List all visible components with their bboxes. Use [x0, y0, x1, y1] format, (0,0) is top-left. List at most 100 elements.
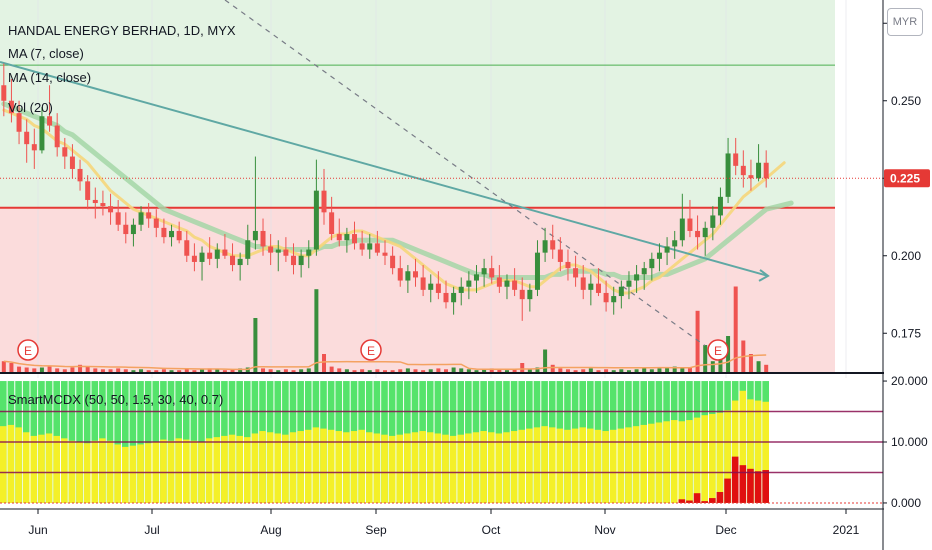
candle-body	[359, 243, 365, 250]
candle-body	[717, 196, 723, 216]
candle-body	[451, 292, 457, 303]
hotmoney-bar	[526, 428, 533, 503]
time-tick-label: Jun	[28, 523, 47, 537]
hotmoney-bar	[419, 431, 426, 503]
volume-bar	[32, 368, 37, 372]
candle-body	[504, 280, 510, 287]
currency-button[interactable]: MYR	[887, 8, 923, 36]
candle-body	[512, 280, 518, 290]
volume-bar	[24, 367, 29, 372]
candle-body	[481, 268, 487, 275]
hotmoney-bar	[594, 429, 602, 503]
hotmoney-bar	[518, 429, 526, 503]
volume-bar	[367, 370, 372, 372]
banker-bar	[724, 478, 731, 503]
volume-bar	[291, 370, 296, 372]
hotmoney-bar	[480, 431, 487, 503]
volume-bar	[108, 369, 113, 372]
candle-body	[664, 246, 670, 253]
hotmoney-bar	[259, 431, 266, 503]
candle-body	[130, 224, 136, 235]
hotmoney-bar	[564, 429, 571, 503]
hotmoney-bar	[556, 428, 564, 503]
candle-body	[405, 271, 411, 281]
hotmoney-bar	[747, 399, 754, 503]
candle-body	[321, 190, 327, 213]
candle-body	[756, 162, 762, 179]
hotmoney-bar	[617, 428, 625, 503]
candle-body	[412, 271, 418, 278]
ma14-legend[interactable]: MA (14, close)	[8, 70, 92, 85]
candle-body	[138, 212, 144, 225]
indicator-legend[interactable]: SmartMCDX (50, 50, 1.5, 30, 40, 0.7)	[8, 392, 224, 407]
price-tick-label: 0.200	[891, 249, 921, 263]
candle-body	[39, 116, 45, 151]
candle-body	[466, 280, 472, 287]
volume-bar	[489, 368, 494, 372]
volume-bar	[123, 369, 128, 372]
candle-body	[329, 212, 335, 235]
volume-ma-line	[3, 354, 767, 371]
volume-bar	[154, 370, 159, 372]
hotmoney-bar	[495, 433, 503, 503]
candle-body	[443, 292, 449, 303]
banker-bar	[693, 493, 701, 503]
ma7-legend[interactable]: MA (7, close)	[8, 46, 84, 61]
hotmoney-bar	[304, 429, 312, 503]
candle-body	[626, 280, 632, 287]
candle-body	[634, 274, 640, 281]
volume-bar	[222, 370, 227, 372]
candle-body	[496, 277, 502, 287]
hotmoney-bar	[22, 432, 30, 503]
indicator-tick-label: 20.000	[891, 374, 928, 388]
volume-bar	[299, 369, 304, 372]
volume-bar	[451, 367, 456, 372]
volume-bar	[535, 367, 540, 372]
volume-bar	[17, 366, 22, 372]
hotmoney-bar	[739, 390, 747, 503]
volume-bar	[687, 367, 692, 372]
candle-body	[16, 113, 22, 132]
candle-body	[435, 283, 441, 293]
volume-bar	[588, 368, 593, 372]
candle-body	[283, 249, 289, 256]
candle-body	[367, 243, 373, 250]
volume-bar	[726, 336, 731, 372]
volume-bar	[85, 366, 90, 372]
price-axis-bg	[884, 0, 932, 550]
hotmoney-bar	[449, 435, 457, 503]
volume-bar	[352, 370, 357, 372]
hotmoney-bar	[510, 431, 518, 503]
candle-body	[123, 224, 129, 235]
candle-body	[31, 144, 37, 151]
hotmoney-bar	[350, 431, 358, 503]
candle-body	[374, 243, 380, 253]
candle-body	[108, 206, 114, 213]
banker-bar	[739, 465, 747, 503]
hotmoney-bar	[579, 427, 587, 503]
hotmoney-bar	[388, 435, 396, 503]
banker-bar	[747, 468, 754, 503]
volume-bar	[649, 369, 654, 372]
candle-body	[222, 249, 228, 256]
volume-legend[interactable]: Vol (20)	[8, 100, 53, 115]
candle-body	[710, 215, 716, 228]
hotmoney-bar	[53, 435, 60, 503]
candle-body	[230, 255, 236, 266]
hotmoney-bar	[625, 427, 632, 503]
earnings-marker	[360, 339, 382, 361]
volume-bar	[390, 370, 395, 372]
hotmoney-bar	[114, 444, 121, 503]
candle-body	[428, 283, 434, 290]
hotmoney-bar	[137, 444, 144, 503]
hotmoney-bar	[434, 433, 442, 503]
volume-bar	[604, 369, 609, 372]
hotmoney-bar	[335, 431, 343, 503]
hotmoney-bar	[243, 437, 251, 503]
hotmoney-bar	[381, 434, 388, 503]
hotmoney-bar	[289, 432, 297, 503]
candle-body	[489, 268, 495, 278]
volume-bar	[337, 368, 342, 372]
candle-body	[237, 258, 243, 266]
